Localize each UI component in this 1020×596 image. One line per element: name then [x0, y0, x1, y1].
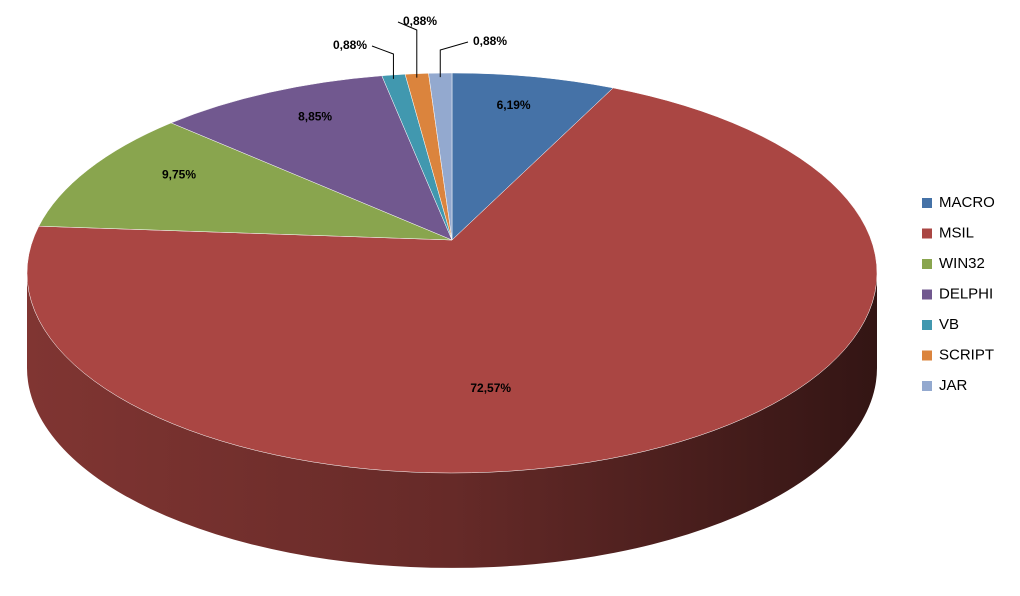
leader-line	[371, 45, 394, 79]
value-label: 0,88%	[333, 38, 367, 52]
legend-swatch	[922, 320, 932, 330]
pie-slices	[26, 72, 878, 474]
pie-slice	[170, 75, 453, 241]
legend-swatch	[922, 198, 932, 208]
legend-swatch	[922, 289, 932, 300]
legend-label: DELPHI	[939, 285, 993, 302]
value-labels: 6,19% 72,57% 9,75% 8,85% 0,88% 0,88% 0,88%	[162, 14, 531, 395]
pie-slice	[26, 87, 878, 474]
legend-swatch	[922, 259, 932, 269]
value-label: 8,85%	[298, 110, 332, 124]
legend-swatch	[922, 228, 932, 239]
slice-side	[27, 273, 877, 568]
legend-label: MACRO	[939, 194, 995, 211]
value-label: 6,19%	[497, 98, 531, 112]
pie-slice	[451, 72, 614, 241]
legend-swatch	[922, 350, 932, 361]
value-label: 0,88%	[473, 34, 507, 48]
leader-line	[439, 41, 469, 78]
legend-label: VB	[939, 316, 959, 333]
legend-label: WIN32	[939, 255, 985, 272]
legend-swatch	[922, 381, 932, 391]
value-label: 9,75%	[162, 168, 196, 182]
pie-sides	[27, 273, 877, 568]
leader-line	[397, 21, 418, 78]
legend-label: MSIL	[939, 224, 974, 241]
legend: MACRO MSIL WIN32 DELPHI VB SCRIPT JAR	[922, 194, 995, 394]
value-label: 72,57%	[470, 381, 511, 395]
pie-slice	[38, 122, 453, 241]
legend-label: SCRIPT	[939, 346, 994, 363]
legend-label: JAR	[939, 377, 968, 394]
value-label: 0,88%	[403, 14, 437, 28]
